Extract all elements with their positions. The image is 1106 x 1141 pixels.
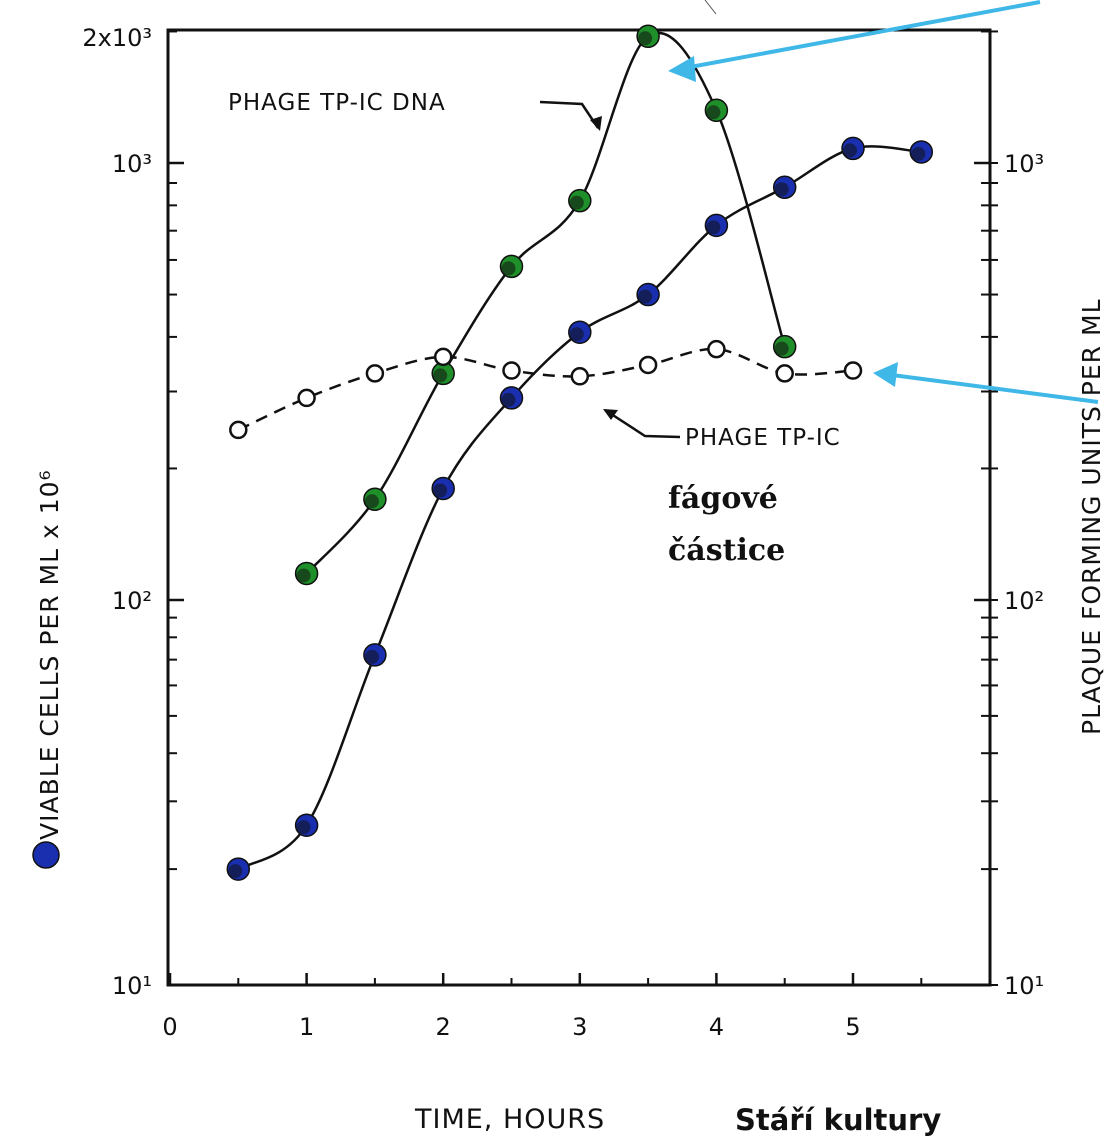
data-point-core xyxy=(911,146,926,161)
data-point-open xyxy=(433,347,453,367)
y-axis-left-label: VIABLE CELLS PER ML x 10⁶ xyxy=(35,469,64,840)
series-label-phage-dna-arrowhead xyxy=(590,116,602,131)
y-right-tick-label: 10¹ xyxy=(1004,972,1044,1000)
data-point-core xyxy=(843,143,857,158)
data-point-open xyxy=(843,361,863,380)
y-right-tick-label: 10² xyxy=(1004,587,1044,615)
y-left-tick-label: 10¹ xyxy=(112,972,152,1000)
series-label-phage-arrow xyxy=(604,408,681,439)
data-point-core xyxy=(774,182,789,197)
data-point-core xyxy=(433,368,448,383)
x-tick-label: 2 xyxy=(436,1013,451,1041)
series-points xyxy=(226,24,934,881)
axis-tick-labels: 0 1 2 3 4 5 10¹ 10² 10³ 2x10³ 10¹ 10² 10³ xyxy=(82,24,1044,1041)
y-right-tick-label: 10³ xyxy=(1004,150,1044,178)
data-point-open xyxy=(229,420,248,440)
x-tick-label: 4 xyxy=(709,1013,724,1041)
data-point-core xyxy=(433,483,448,498)
series-label-phage-arrowhead xyxy=(603,409,618,420)
y-left-tick-label: 2x10³ xyxy=(82,24,152,52)
annotation-castice: částice xyxy=(668,533,785,568)
data-point-core xyxy=(228,864,243,879)
data-point-open xyxy=(638,355,658,375)
data-point-core xyxy=(296,820,311,835)
y-axis-left-legend-dot xyxy=(32,841,60,869)
x-tick-label: 1 xyxy=(299,1013,314,1041)
data-point-core xyxy=(569,195,584,210)
data-point-core xyxy=(364,649,379,664)
scan-mark xyxy=(704,0,717,15)
data-point-open xyxy=(570,367,590,386)
y-axis-right-label: PLAQUE FORMING UNITS PER ML xyxy=(1077,299,1106,736)
series-line-2 xyxy=(237,145,922,871)
series-label-phage-dna: PHAGE TP-IC DNA xyxy=(228,90,446,116)
x-tick-label: 5 xyxy=(845,1013,860,1041)
data-point-core xyxy=(638,31,653,46)
x-tick-label: 0 xyxy=(162,1013,177,1041)
data-point-open xyxy=(297,388,316,408)
data-point-core xyxy=(774,341,789,356)
x-axis-label-extra: Stáří kultury xyxy=(735,1103,941,1137)
y-left-tick-label: 10² xyxy=(112,587,152,615)
series-line-1 xyxy=(237,347,854,432)
data-point-core xyxy=(638,289,653,304)
data-point-open xyxy=(707,339,726,359)
data-point-core xyxy=(501,392,516,407)
data-point-open xyxy=(365,364,385,383)
data-point-open xyxy=(502,361,521,380)
axis-ticks xyxy=(168,30,998,987)
y-left-tick-label: 10³ xyxy=(112,150,152,178)
data-point-core xyxy=(706,220,721,235)
data-point-core xyxy=(296,568,311,583)
series-label-phage: PHAGE TP-IC xyxy=(685,425,841,451)
x-tick-label: 3 xyxy=(572,1013,587,1041)
data-point-core xyxy=(706,105,721,120)
cyan-arrow-right xyxy=(873,362,1099,404)
annotation-fagove: fágové xyxy=(668,481,778,516)
data-point-core xyxy=(569,327,584,342)
data-point-core xyxy=(364,494,379,509)
cyan-arrow-top xyxy=(668,0,1041,82)
data-point-open xyxy=(775,364,794,383)
data-point-core xyxy=(501,261,516,276)
series-label-phage-dna-arrow xyxy=(539,100,600,129)
x-axis-label: TIME, HOURS xyxy=(414,1104,605,1135)
